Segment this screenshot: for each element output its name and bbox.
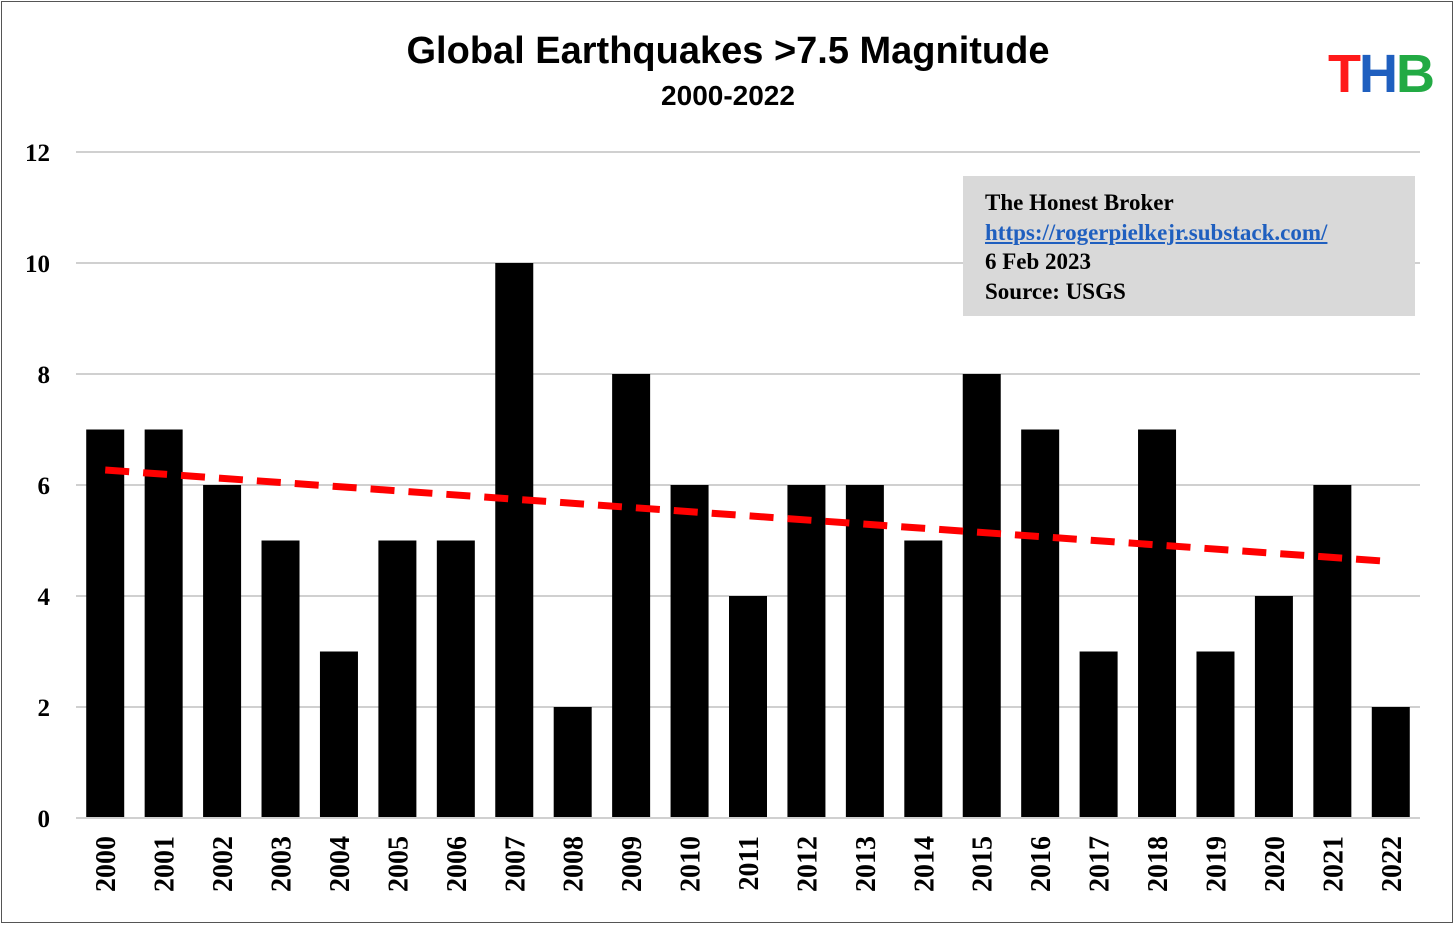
x-tick-label-2015: 2015 [968,836,999,892]
bar-2021 [1313,485,1352,818]
bar-2009 [612,374,651,818]
x-tick-label-2007: 2007 [500,836,531,892]
x-tick-label-2000: 2000 [91,836,122,892]
info-name: The Honest Broker [985,190,1174,215]
info-date: 6 Feb 2023 [985,249,1092,274]
bar-2019 [1196,651,1235,818]
x-tick-label-2005: 2005 [383,836,414,892]
x-tick-label-2001: 2001 [150,836,181,892]
y-tick-label-8: 8 [38,362,51,389]
bar-2011 [729,596,767,818]
bar-2020 [1254,596,1293,818]
logo-letter-b: B [1396,44,1435,104]
y-tick-label-12: 12 [25,140,50,167]
bar-2013 [845,485,884,818]
bar-2017 [1079,651,1118,818]
y-tick-label-6: 6 [38,473,51,500]
x-tick-label-2011: 2011 [734,836,765,890]
y-tick-label-2: 2 [38,695,51,722]
bar-2008 [553,707,592,818]
x-tick-label-2009: 2009 [617,836,648,892]
x-tick-label-2004: 2004 [325,836,356,892]
x-tick-label-2022: 2022 [1377,836,1408,892]
bar-2000 [86,429,125,818]
bar-2012 [787,485,826,818]
info-box: The Honest Broker https://rogerpielkejr.… [963,176,1415,316]
thb-logo: THB [1328,44,1435,104]
info-url-link[interactable]: https://rogerpielkejr.substack.com/ [985,219,1328,245]
x-tick-label-2017: 2017 [1085,836,1116,892]
bar-2007 [495,263,534,818]
x-tick-label-2018: 2018 [1143,836,1174,892]
bar-2005 [378,540,417,818]
logo-letter-h: H [1359,44,1398,104]
bar-2010 [670,485,709,818]
chart-title: Global Earthquakes >7.5 Magnitude [406,30,1050,72]
logo-letter-t: T [1328,44,1361,104]
x-tick-label-2020: 2020 [1260,836,1291,892]
bar-2004 [319,651,358,818]
trendline [104,466,1392,566]
x-tick-label-2002: 2002 [208,836,239,892]
x-tick-label-2003: 2003 [267,836,298,892]
bar-2014 [904,540,943,818]
x-tick-label-2012: 2012 [792,836,823,892]
bar-2001 [144,429,183,818]
chart-subtitle: 2000-2022 [661,80,795,111]
y-tick-label-10: 10 [25,251,50,278]
x-tick-label-2021: 2021 [1318,836,1349,892]
bar-2006 [436,540,475,818]
bar-2003 [261,540,300,818]
info-source: Source: USGS [985,278,1126,304]
bar-2002 [203,485,242,818]
bar-2015 [962,374,1001,818]
y-tick-label-4: 4 [38,584,51,611]
x-tick-label-2013: 2013 [851,836,882,892]
bar-2016 [1021,429,1060,818]
x-tick-label-2010: 2010 [676,836,707,892]
x-tick-label-2016: 2016 [1026,836,1057,892]
y-tick-label-0: 0 [38,806,51,833]
bar-2022 [1371,707,1410,818]
x-tick-label-2008: 2008 [559,836,590,892]
x-tick-label-2019: 2019 [1201,836,1232,892]
bar-2018 [1138,429,1177,818]
x-tick-label-2006: 2006 [442,836,473,892]
x-tick-label-2014: 2014 [909,836,940,892]
